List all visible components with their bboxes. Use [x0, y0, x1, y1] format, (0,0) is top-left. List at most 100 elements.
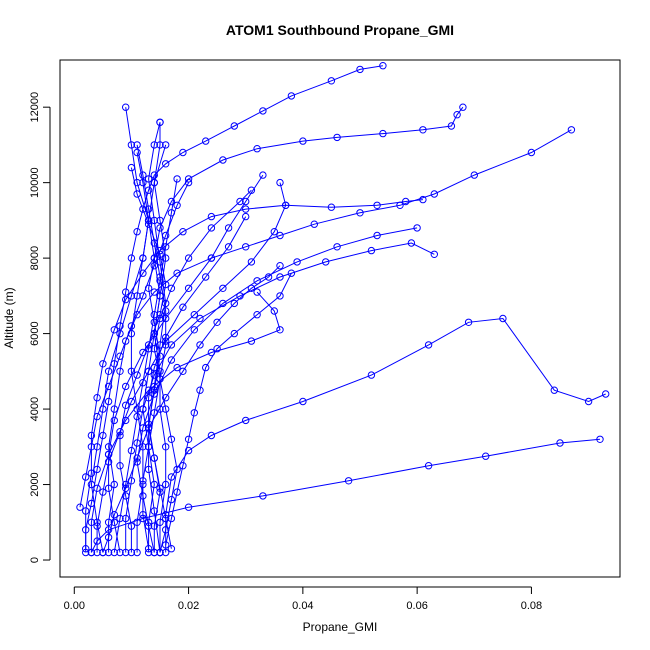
data-point [344, 477, 353, 485]
data-point [207, 224, 216, 232]
data-point [219, 299, 227, 308]
data-point [179, 228, 187, 236]
data-point [139, 254, 147, 262]
data-point [584, 397, 593, 406]
data-point [162, 514, 170, 523]
data-point [179, 303, 187, 311]
data-point [133, 148, 141, 157]
data-point [116, 367, 124, 375]
data-point [104, 443, 113, 451]
data-point [144, 548, 153, 557]
data-point [162, 548, 170, 557]
data-point [156, 484, 164, 492]
data-point [156, 258, 164, 266]
data-point [162, 443, 170, 451]
data-point [116, 514, 124, 523]
data-point [133, 178, 141, 187]
data-point [424, 462, 433, 470]
data-point [104, 450, 113, 459]
series-line [165, 317, 606, 553]
data-point [167, 435, 176, 443]
series-line [165, 272, 292, 546]
y-tick-label: 4000 [29, 397, 41, 421]
data-point [150, 171, 159, 179]
data-point [156, 405, 164, 413]
data-point [133, 458, 141, 466]
data-point [184, 284, 193, 292]
data-point [110, 511, 119, 519]
data-point [190, 326, 199, 334]
data-point [356, 65, 364, 74]
data-point [162, 160, 170, 168]
y-tick-label: 12000 [29, 92, 41, 123]
data-point [162, 394, 170, 402]
data-point [139, 405, 147, 413]
data-point [82, 548, 90, 557]
data-point [122, 492, 130, 500]
data-point [144, 545, 153, 553]
data-point [150, 141, 159, 149]
data-point [602, 390, 610, 398]
data-point [430, 250, 438, 259]
data-point [93, 484, 101, 492]
data-point [482, 452, 490, 460]
data-point [110, 405, 119, 413]
data-point [150, 390, 159, 398]
data-point [122, 401, 130, 409]
data-point [150, 288, 159, 296]
data-point [156, 224, 164, 232]
data-point [144, 220, 153, 228]
data-point [219, 284, 227, 292]
data-point [413, 224, 421, 232]
data-point [133, 371, 141, 379]
data-point [270, 228, 278, 236]
data-point [596, 435, 604, 443]
data-point [127, 322, 136, 330]
data-point [162, 231, 170, 240]
data-point [133, 141, 141, 149]
x-tick-label: 0.08 [521, 600, 542, 612]
data-point [556, 439, 564, 447]
y-axis: 0 2000 4000 6000 8000 10000 12000 [29, 92, 51, 563]
data-point [156, 548, 164, 557]
data-point [122, 548, 130, 557]
data-point [139, 269, 147, 277]
data-point [167, 495, 176, 504]
data-point [184, 435, 193, 443]
data-point [242, 212, 250, 221]
data-point [162, 333, 170, 342]
data-point [162, 299, 170, 308]
data-point [116, 352, 124, 360]
data-point [127, 254, 136, 262]
data-point [459, 103, 467, 111]
data-point [207, 431, 216, 440]
data-point [144, 465, 153, 474]
data-point [133, 518, 141, 526]
plot-frame [59, 59, 621, 578]
data-point [276, 292, 284, 300]
data-point [550, 386, 558, 394]
data-point [162, 480, 170, 489]
data-point [144, 367, 153, 375]
data-point [173, 201, 181, 210]
data-point [173, 175, 181, 183]
data-point [259, 107, 267, 115]
data-point [282, 201, 290, 210]
data-point [150, 216, 159, 225]
data-point [150, 507, 159, 515]
data-point [99, 488, 107, 496]
data-point [150, 311, 159, 319]
data-point [156, 518, 164, 526]
data-point [190, 409, 199, 417]
data-point [162, 541, 170, 549]
data-point [156, 277, 164, 285]
data-point [184, 446, 193, 455]
data-point [213, 345, 221, 353]
x-tick-label: 0.02 [178, 600, 199, 612]
data-point [322, 258, 330, 266]
data-point [127, 397, 136, 406]
y-tick-label: 6000 [29, 321, 41, 345]
y-tick-label: 0 [29, 557, 41, 563]
data-point [144, 345, 153, 353]
data-point [110, 518, 119, 526]
